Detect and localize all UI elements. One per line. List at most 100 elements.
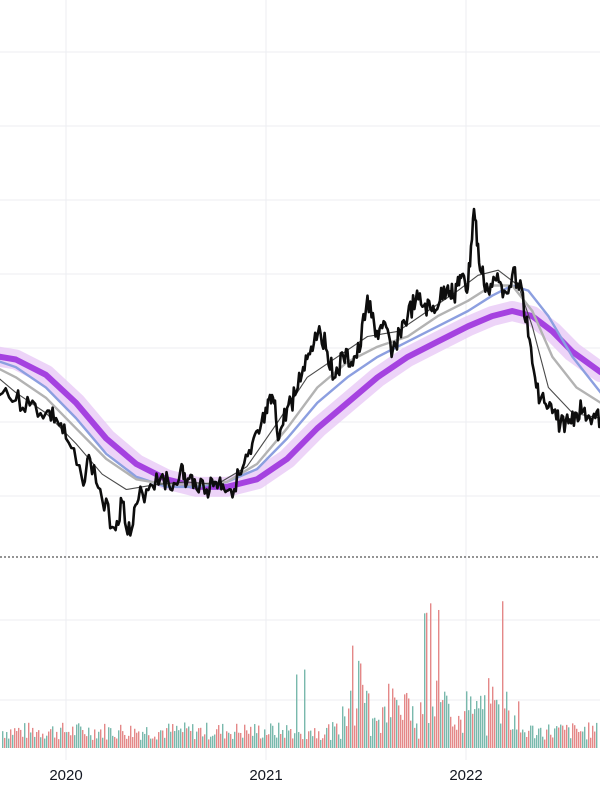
volume-bar <box>168 723 170 748</box>
volume-bar <box>214 734 216 748</box>
volume-bar <box>252 735 254 748</box>
volume-bar <box>488 678 490 748</box>
volume-bar <box>132 737 134 748</box>
volume-bar <box>446 695 448 748</box>
volume-bar <box>56 731 58 748</box>
volume-bar <box>102 737 104 748</box>
volume-bar <box>158 732 160 748</box>
volume-bar <box>40 737 42 748</box>
volume-bar <box>332 722 334 748</box>
volume-bar <box>436 680 438 748</box>
volume-bar <box>356 708 358 748</box>
volume-bar <box>28 722 30 748</box>
volume-bar <box>220 733 222 748</box>
volume-bar <box>584 726 586 748</box>
volume-bar <box>238 732 240 748</box>
volume-bar <box>506 691 508 748</box>
volume-bar <box>326 727 328 748</box>
volume-bar <box>350 690 352 748</box>
volume-bar <box>512 729 514 748</box>
volume-bar <box>20 729 22 748</box>
volume-bar <box>404 694 406 748</box>
volume-bar <box>434 716 436 748</box>
volume-bar <box>560 724 562 748</box>
volume-bar <box>52 726 54 748</box>
volume-bar <box>394 697 396 748</box>
volume-bar <box>266 735 268 748</box>
volume-bar <box>140 739 142 748</box>
volume-bar <box>384 706 386 748</box>
volume-bar <box>398 705 400 748</box>
volume-bar <box>504 708 506 748</box>
volume-bar <box>566 724 568 748</box>
volume-bar <box>246 730 248 748</box>
volume-bar <box>236 723 238 748</box>
volume-bar <box>30 732 32 748</box>
volume-bar <box>550 734 552 748</box>
volume-bar <box>206 722 208 748</box>
volume-bar <box>60 727 62 748</box>
volume-bar <box>576 728 578 748</box>
volume-bar <box>280 733 282 748</box>
volume-bar <box>410 720 412 748</box>
volume-bar <box>86 736 88 748</box>
volume-bar <box>546 729 548 748</box>
volume-bar <box>322 738 324 748</box>
volume-bar <box>366 690 368 748</box>
volume-bar <box>190 730 192 748</box>
volume-bar <box>226 731 228 748</box>
volume-bar <box>4 737 6 748</box>
volume-bar <box>126 738 128 748</box>
volume-bar <box>330 739 332 748</box>
volume-bar <box>338 734 340 748</box>
volume-bar <box>302 739 304 748</box>
volume-bar <box>462 732 464 748</box>
volume-bar <box>484 695 486 748</box>
volume-bar <box>582 731 584 748</box>
x-axis-ticks: 2020 2021 2022 <box>49 767 482 784</box>
slow-moving-average-line <box>0 308 600 490</box>
volume-bar <box>116 738 118 748</box>
volume-bar <box>224 738 226 748</box>
volume-bar <box>44 738 46 748</box>
volume-bar <box>360 663 362 748</box>
volume-bar <box>486 735 488 748</box>
volume-bar <box>70 735 72 748</box>
volume-bar <box>286 725 288 748</box>
volume-bar <box>290 729 292 748</box>
volume-bar <box>444 691 446 748</box>
volume-bar <box>222 723 224 748</box>
volume-bar <box>408 698 410 748</box>
volume-bar <box>456 729 458 748</box>
volume-bar <box>106 739 108 748</box>
volume-bar <box>216 729 218 748</box>
volume-bars <box>2 601 598 748</box>
volume-bar <box>240 732 242 748</box>
volume-bar <box>242 737 244 748</box>
volume-bar <box>146 727 148 748</box>
volume-bar <box>14 728 16 748</box>
volume-bar <box>234 731 236 748</box>
volume-bar <box>68 731 70 748</box>
volume-bar <box>492 686 494 748</box>
volume-bar <box>260 738 262 748</box>
volume-bar <box>210 736 212 748</box>
volume-bar <box>324 734 326 748</box>
volume-bar <box>306 739 308 748</box>
volume-bar <box>100 729 102 748</box>
volume-bar <box>88 727 90 748</box>
volume-bar <box>524 732 526 748</box>
volume-bar <box>188 726 190 748</box>
volume-bar <box>376 720 378 748</box>
volume-bar <box>354 725 356 748</box>
volume-bar <box>334 726 336 748</box>
volume-bar <box>120 724 122 748</box>
volume-bar <box>154 736 156 748</box>
volume-bar <box>182 732 184 748</box>
volume-bar <box>466 691 468 748</box>
volume-bar <box>50 729 52 748</box>
volume-bar <box>548 724 550 748</box>
price-line <box>0 207 600 537</box>
volume-bar <box>552 737 554 748</box>
